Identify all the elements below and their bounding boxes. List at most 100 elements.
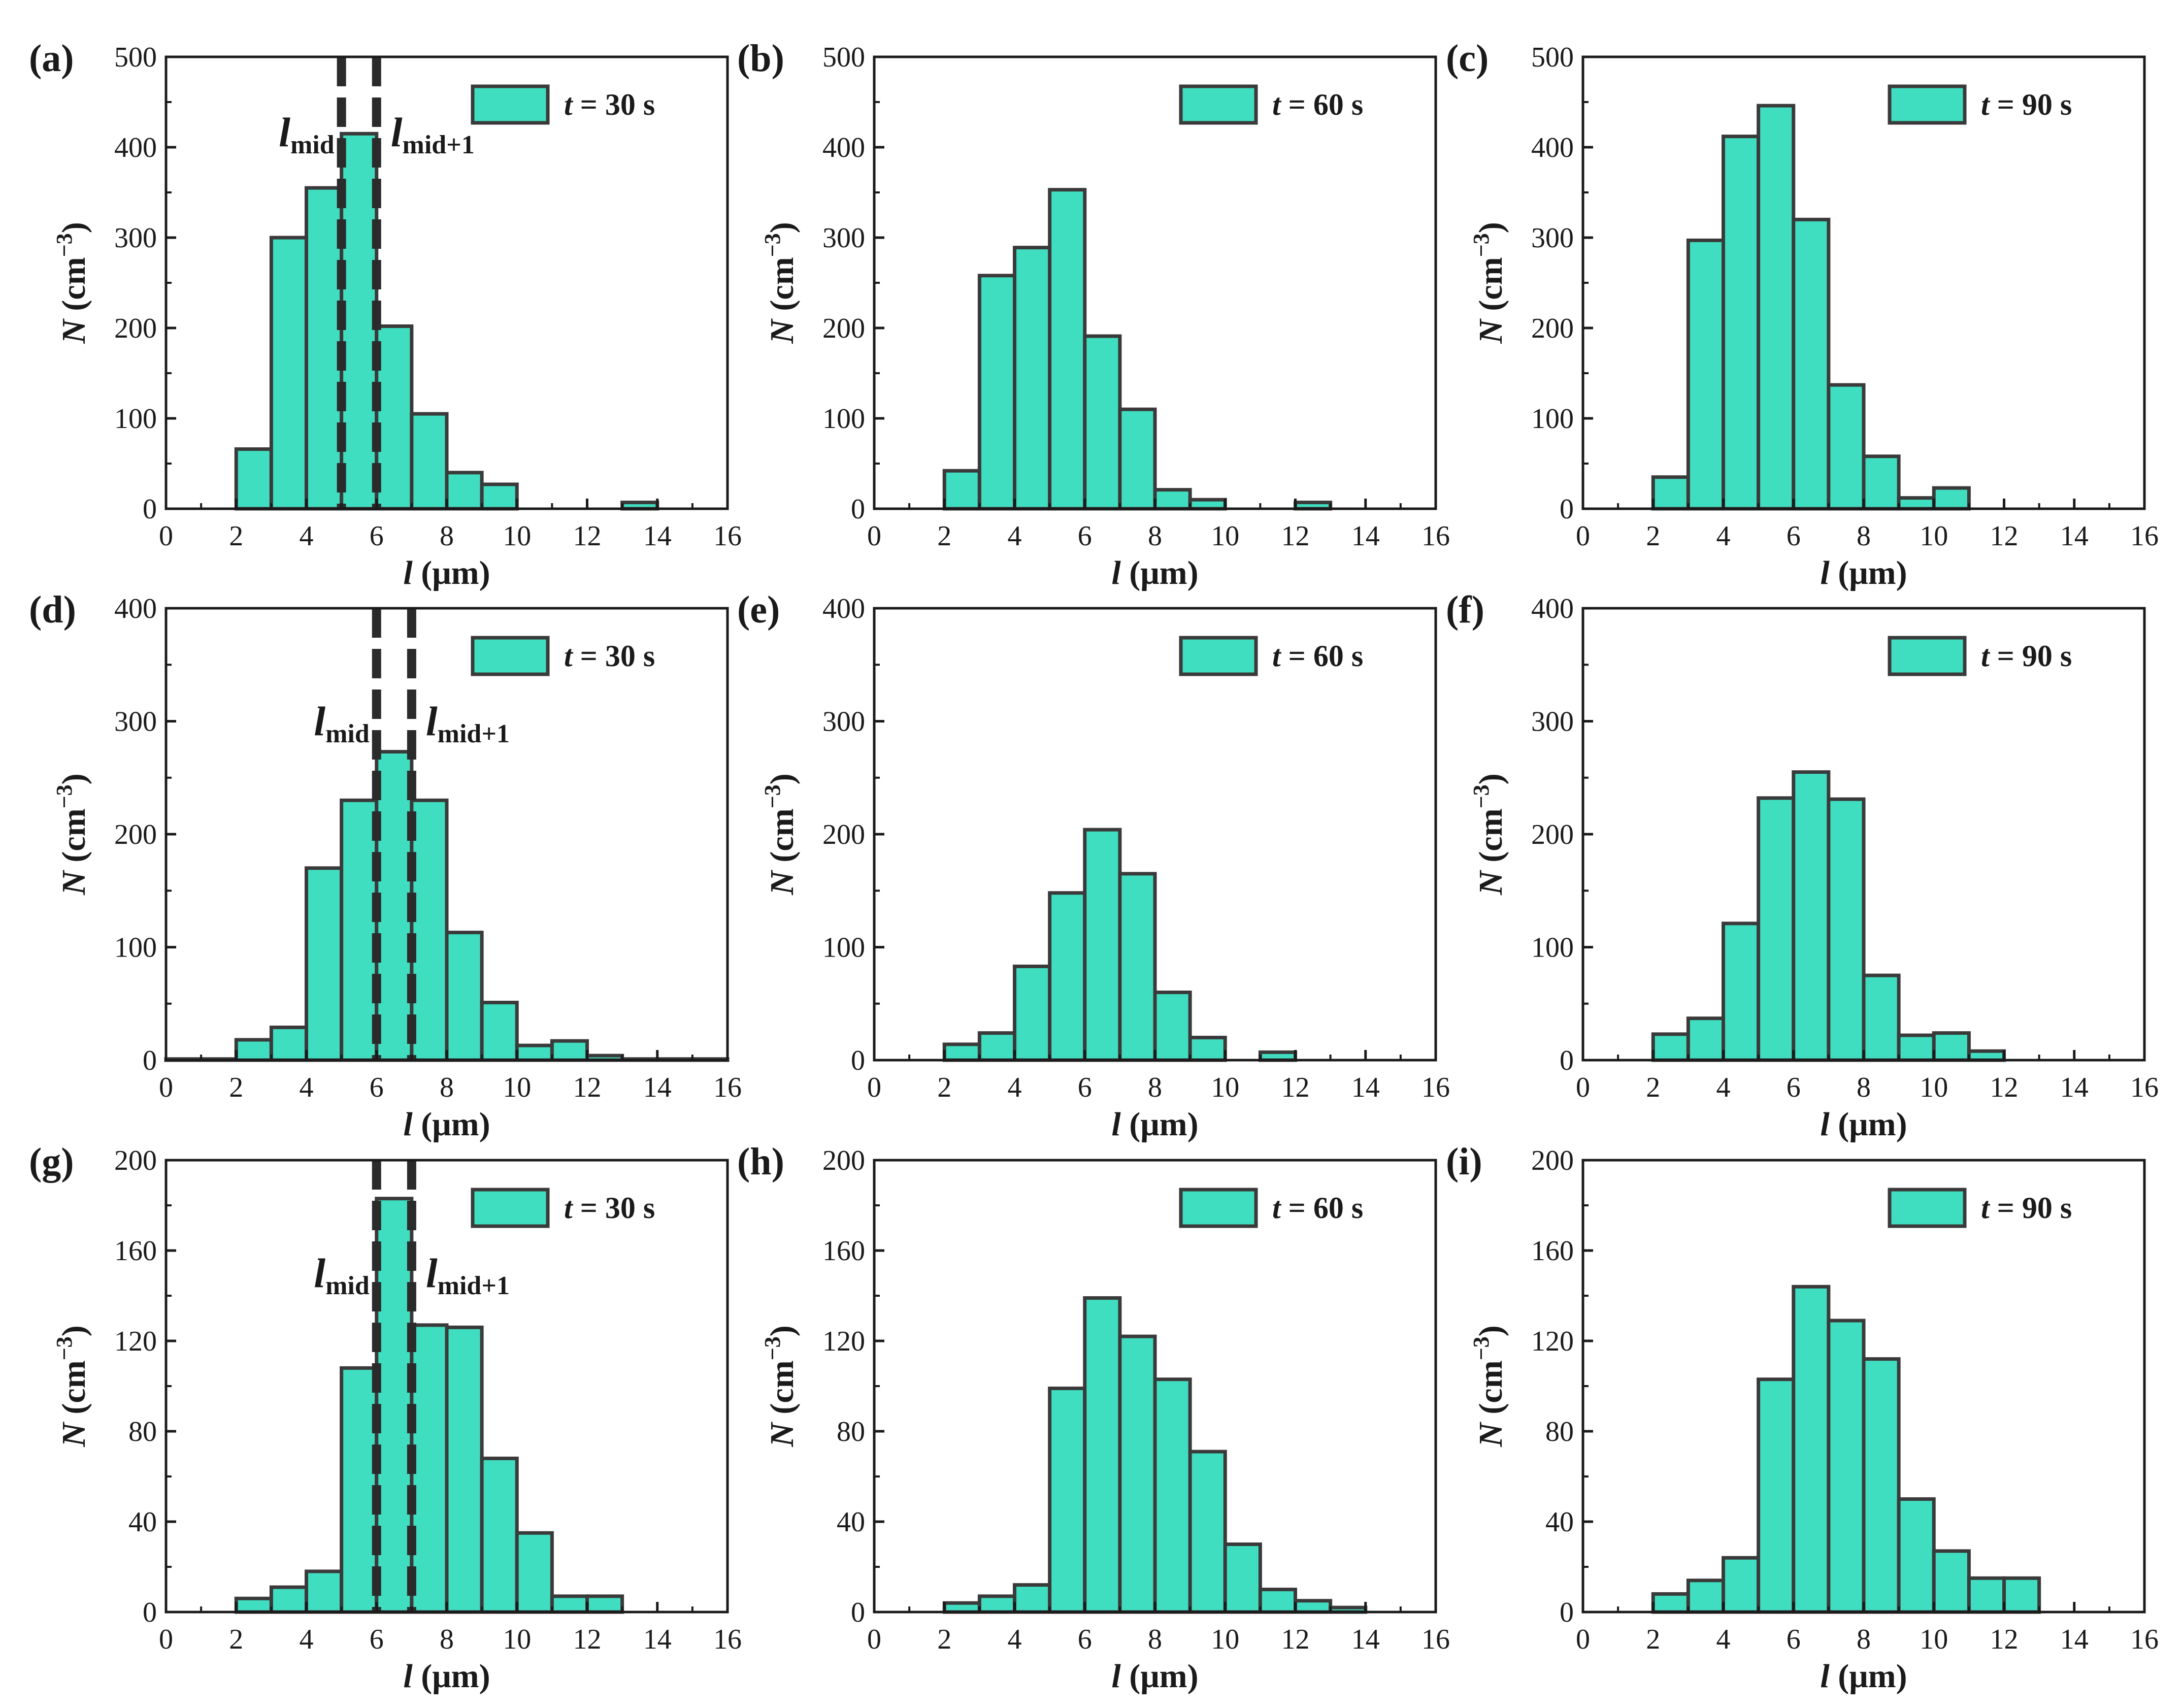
y-axis-title: N (cm−3) <box>1469 773 1509 896</box>
x-axis-unit: (μm) <box>1121 1106 1199 1143</box>
x-tick-label: 6 <box>1787 1624 1801 1655</box>
y-tick-label: 500 <box>114 42 157 73</box>
y-tick-label: 0 <box>143 494 157 525</box>
lmid1-var: l <box>426 698 438 744</box>
x-tick-label: 10 <box>1920 1624 1948 1655</box>
panel-label: (f) <box>1446 588 1484 631</box>
histogram-bar <box>1827 797 1866 1062</box>
y-axis-title: N (cm−3) <box>1469 1325 1509 1448</box>
y-tick-label: 400 <box>1531 593 1574 625</box>
histogram-bar <box>1686 238 1725 511</box>
lmid-annotation: lmid <box>279 109 335 159</box>
y-axis-title: N (cm−3) <box>760 1325 801 1448</box>
y-tick-label: 0 <box>1560 1045 1574 1076</box>
y-tick-label: 160 <box>822 1235 865 1267</box>
histogram-bar <box>305 1569 344 1614</box>
y-tick-label: 40 <box>837 1506 865 1538</box>
y-tick-label: 0 <box>143 1045 157 1076</box>
y-axis-title: N (cm−3) <box>760 773 801 896</box>
y-axis-close: ) <box>764 1325 801 1336</box>
x-axis-unit: (μm) <box>1121 1658 1199 1695</box>
y-axis-exponent: −3 <box>52 233 77 257</box>
x-tick-label: 4 <box>1008 520 1022 552</box>
histogram-bar <box>1651 475 1690 511</box>
y-axis-exponent: −3 <box>1469 784 1494 808</box>
legend-label: t = 60 s <box>1272 639 1363 673</box>
x-axis-var: l <box>403 1658 413 1695</box>
x-tick-label: 4 <box>1716 1624 1731 1655</box>
x-tick-label: 8 <box>440 520 454 552</box>
histogram-bar <box>1013 964 1052 1062</box>
panel-label: (d) <box>29 588 76 631</box>
histogram-bar <box>1048 188 1087 511</box>
histogram-bar <box>585 1594 624 1614</box>
histogram-bar <box>234 1596 273 1614</box>
histogram-bar <box>1932 486 1971 511</box>
histogram-bar <box>269 1025 308 1062</box>
histogram-bar <box>515 1043 554 1062</box>
histogram-bar <box>1153 488 1192 511</box>
legend-label: t = 30 s <box>564 88 655 121</box>
y-axis-exponent: −3 <box>760 233 785 257</box>
y-axis-var: N <box>764 870 801 896</box>
legend-text: = 90 s <box>1990 639 2072 673</box>
panel-a: 0 2 4 6 8 10 12 14 16 0 100 200 300 400 500 l (μm) N (cm… <box>29 37 742 592</box>
x-tick-label: 6 <box>1787 520 1801 552</box>
y-tick-label: 200 <box>1531 819 1574 850</box>
histogram-bar <box>1862 454 1901 511</box>
lmid-sub: mid <box>325 1271 370 1300</box>
x-tick-label: 16 <box>713 520 742 552</box>
histogram-bar <box>445 931 484 1062</box>
y-tick-label: 100 <box>114 403 157 435</box>
y-tick-label: 300 <box>822 222 865 254</box>
y-tick-label: 400 <box>822 132 865 163</box>
x-tick-label: 14 <box>2060 520 2089 552</box>
y-axis-close: ) <box>55 1325 92 1336</box>
x-tick-label: 4 <box>1716 520 1731 552</box>
y-tick-label: 120 <box>114 1326 157 1357</box>
histogram-bar <box>234 447 273 511</box>
histogram-bar <box>1188 1450 1227 1614</box>
legend-label: t = 30 s <box>564 639 655 673</box>
x-tick-label: 0 <box>1576 1072 1590 1103</box>
histogram-bar <box>480 1456 519 1614</box>
y-axis-close: ) <box>764 773 801 784</box>
x-axis-unit: (μm) <box>1121 554 1199 592</box>
histogram-bar <box>340 798 379 1062</box>
histogram-bar <box>1188 1036 1227 1062</box>
histogram-bar <box>1827 383 1866 511</box>
x-tick-label: 12 <box>573 1072 602 1103</box>
x-tick-label: 8 <box>440 1072 454 1103</box>
legend-var: t <box>564 1191 574 1225</box>
histogram-bar <box>410 412 449 511</box>
x-tick-label: 10 <box>503 1072 531 1103</box>
y-axis-exponent: −3 <box>1469 233 1494 257</box>
y-axis-exponent: −3 <box>52 784 77 808</box>
histogram-bar <box>1258 1588 1297 1614</box>
y-tick-label: 100 <box>1531 403 1574 435</box>
x-tick-label: 4 <box>300 520 314 552</box>
y-tick-label: 200 <box>1531 1145 1574 1176</box>
histogram-bar <box>1757 1377 1796 1614</box>
histogram-bar <box>1153 1377 1192 1614</box>
y-tick-label: 400 <box>114 593 157 625</box>
y-axis-close: ) <box>55 222 92 233</box>
y-axis-exponent: −3 <box>1469 1336 1494 1360</box>
x-tick-label: 4 <box>300 1072 314 1103</box>
x-tick-label: 6 <box>370 1624 384 1655</box>
x-tick-label: 14 <box>1351 1624 1380 1655</box>
legend-label: t = 60 s <box>1272 1191 1363 1225</box>
x-tick-label: 4 <box>1008 1072 1022 1103</box>
y-axis-title: N (cm−3) <box>52 222 92 344</box>
y-axis-var: N <box>764 318 801 344</box>
histogram-bar <box>410 1323 449 1614</box>
legend-var: t <box>1272 639 1282 673</box>
x-tick-label: 2 <box>1646 1624 1660 1655</box>
x-tick-label: 6 <box>370 520 384 552</box>
legend-label: t = 90 s <box>1981 88 2072 121</box>
histogram-bar <box>977 274 1016 511</box>
legend-text: = 90 s <box>1990 1191 2072 1225</box>
y-tick-label: 0 <box>1560 494 1574 525</box>
x-tick-label: 8 <box>1148 520 1162 552</box>
